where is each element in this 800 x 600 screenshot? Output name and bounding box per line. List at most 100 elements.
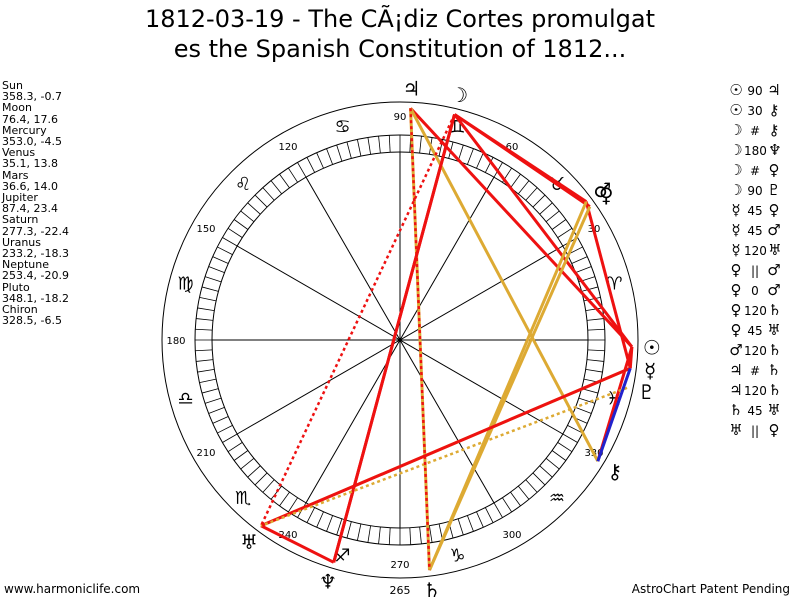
planet-name-chiron: Chiron xyxy=(2,303,38,317)
aspect-planet-glyph: ☉ xyxy=(729,81,743,99)
degree-tick xyxy=(551,450,567,461)
degree-label: 240 xyxy=(278,530,297,541)
aspect-line xyxy=(453,113,588,203)
degree-tick xyxy=(222,237,238,247)
planet-glyph-saturn: ♄ xyxy=(423,578,441,600)
degree-tick xyxy=(201,286,219,292)
degree-label: 300 xyxy=(502,530,521,541)
aspect-planet-glyph: ♅ xyxy=(767,401,781,419)
degree-tick xyxy=(545,210,560,222)
degree-tick xyxy=(254,472,268,486)
degree-tick xyxy=(247,465,261,478)
planet-coords-moon: 76.4, 17.6 xyxy=(2,112,58,126)
aspect-symbol: 45 xyxy=(747,224,763,238)
aspect-planet-glyph: ⚷ xyxy=(768,121,780,139)
degree-tick xyxy=(336,518,343,536)
aspect-planet-glyph: ♂ xyxy=(767,261,781,279)
degree-tick xyxy=(457,518,464,536)
aspect-symbol: 120 xyxy=(744,384,767,398)
degree-tick xyxy=(297,162,307,178)
aspect-row: ♀ 120♄ xyxy=(728,300,798,320)
planet-coords-chiron: 328.5, -6.5 xyxy=(2,314,62,328)
degree-tick xyxy=(201,388,219,394)
aspect-planet-glyph: ♀ xyxy=(768,421,780,439)
degree-tick xyxy=(575,266,592,274)
degree-tick xyxy=(240,458,255,470)
degree-tick xyxy=(270,180,282,195)
aspect-planet-glyph: ♅ xyxy=(767,321,781,339)
degree-tick xyxy=(346,521,352,539)
aspect-planet-glyph: ♀ xyxy=(768,201,780,219)
degree-tick xyxy=(429,525,433,543)
degree-tick xyxy=(196,359,214,362)
degree-tick xyxy=(204,276,222,283)
aspect-planet-glyph: ♂ xyxy=(767,221,781,239)
aspect-row: ♂120♄ xyxy=(728,340,798,360)
aspect-line xyxy=(453,113,634,348)
degree-tick xyxy=(195,328,213,331)
degree-tick xyxy=(578,397,596,404)
aspect-line xyxy=(260,524,335,564)
degree-tick xyxy=(199,378,217,384)
aspect-symbol: 0 xyxy=(751,284,759,298)
degree-tick xyxy=(575,406,592,414)
aspect-line xyxy=(584,201,632,369)
degree-label: 120 xyxy=(278,142,297,153)
degree-tick xyxy=(378,526,381,544)
aspect-symbol: 120 xyxy=(744,304,767,318)
footer-patent-note: AstroChart Patent Pending xyxy=(631,582,790,596)
aspect-row: ♀ 45 ♅ xyxy=(728,320,798,340)
degree-tick xyxy=(586,318,604,321)
degree-tick xyxy=(518,180,530,195)
aspect-line xyxy=(409,108,431,571)
aspect-line xyxy=(260,386,628,527)
degree-tick xyxy=(306,157,316,173)
aspect-planet-glyph: ♂ xyxy=(767,281,781,299)
aspect-list: ☉ 90 ♃ ☉ 30 ⚷ ☽ # ⚷ ☽180♆ ☽ # ♀ ☽ 90 ♇ ☿ 45 ♀ ☿ 45 ♂ ☿ 120♅ ♀ || ♂… xyxy=(728,80,798,440)
degree-tick xyxy=(212,416,229,424)
degree-tick xyxy=(539,465,553,478)
degree-tick xyxy=(297,502,307,518)
degree-tick xyxy=(388,527,391,545)
planet-glyph-uranus: ♅ xyxy=(240,530,258,554)
aspect-planet-glyph: ☽ xyxy=(729,161,743,179)
aspect-planet-glyph: ☽ xyxy=(729,121,743,139)
degree-tick xyxy=(247,202,261,215)
aspect-symbol: 120 xyxy=(744,244,767,258)
degree-tick xyxy=(525,479,538,493)
planet-name-saturn: Saturn xyxy=(2,213,39,227)
degree-tick xyxy=(567,424,583,434)
zodiac-sign-glyph: ♐ xyxy=(334,545,350,566)
aspect-planet-glyph: ♀ xyxy=(730,301,742,319)
planet-glyph-chiron: ⚷ xyxy=(608,460,623,484)
degree-tick xyxy=(586,359,604,362)
aspect-planet-glyph: ♀ xyxy=(730,261,742,279)
degree-tick xyxy=(195,349,213,352)
degree-tick xyxy=(254,194,268,208)
planet-glyph-mercury: ☿ xyxy=(644,359,656,383)
degree-label: 270 xyxy=(390,560,409,571)
zodiac-sign-glyph: ♋ xyxy=(334,117,350,138)
footer-website-link[interactable]: www.harmoniclife.com xyxy=(4,582,141,596)
planet-position-list: Sun 358.3, -0.7 Moon 76.4, 17.6 Mercury 353.0… xyxy=(2,80,69,328)
degree-tick xyxy=(288,167,298,183)
aspect-row: ☿ 45 ♂ xyxy=(728,220,798,240)
degree-tick xyxy=(279,173,290,189)
degree-tick xyxy=(581,286,599,292)
planet-name-mars: Mars xyxy=(2,168,29,182)
aspect-planet-glyph: ♄ xyxy=(729,401,743,419)
aspect-planet-glyph: ♀ xyxy=(768,161,780,179)
degree-tick xyxy=(571,256,588,264)
aspect-planet-glyph: ♀ xyxy=(730,281,742,299)
degree-tick xyxy=(502,497,512,513)
planet-name-pluto: Pluto xyxy=(2,280,30,294)
degree-tick xyxy=(562,433,578,443)
zodiac-sign-glyph: ♎ xyxy=(177,388,193,409)
aspect-symbol: 45 xyxy=(747,324,763,338)
degree-label: 60 xyxy=(506,142,519,153)
chart-title-line-2: es the Spanish Constitution of 1812... xyxy=(173,35,627,63)
aspect-symbol: || xyxy=(750,264,760,278)
planet-glyph-neptune: ♆ xyxy=(319,569,337,593)
degree-tick xyxy=(208,406,225,414)
